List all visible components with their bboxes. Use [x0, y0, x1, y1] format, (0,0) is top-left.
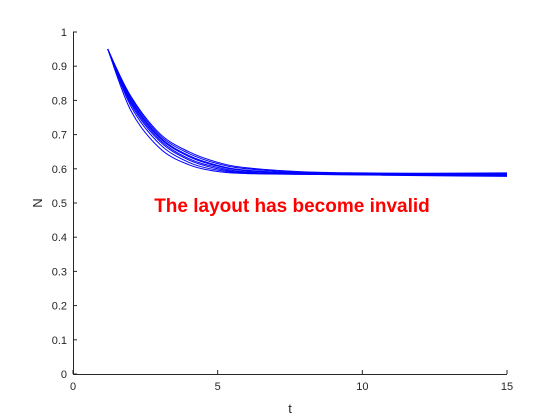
- y-tick-label: 0: [61, 369, 67, 381]
- series-line-7: [107, 48, 508, 175]
- x-tick-label: 0: [70, 381, 76, 393]
- series-line-6: [107, 48, 508, 176]
- x-tick-label: 5: [215, 381, 221, 393]
- x-tick-label: 15: [501, 381, 513, 393]
- series-line-8: [107, 48, 508, 174]
- y-tick-label: 0.5: [52, 198, 67, 210]
- y-tick-label: 0.2: [52, 301, 67, 313]
- y-tick-label: 0.1: [52, 335, 67, 347]
- x-ticks: 0 5 10 15: [70, 370, 513, 393]
- x-axis-label: t: [288, 401, 292, 416]
- y-axis-label: N: [30, 198, 45, 207]
- series-line-2: [107, 48, 508, 175]
- y-tick-label: 0.8: [52, 95, 67, 107]
- y-tick-label: 0.3: [52, 266, 67, 278]
- x-tick-label: 10: [356, 381, 368, 393]
- annotation-text: The layout has become invalid: [154, 196, 430, 217]
- y-ticks: 0 0.1 0.2 0.3 0.4 0.5 0.6 0.7 0.8 0.9 1: [52, 27, 77, 381]
- y-tick-label: 0.7: [52, 130, 67, 142]
- y-tick-label: 0.9: [52, 61, 67, 73]
- y-tick-label: 0.4: [52, 232, 67, 244]
- series-line-1: [107, 48, 508, 176]
- series-line-4: [107, 48, 508, 177]
- y-tick-label: 1: [61, 27, 67, 39]
- series-lines: [107, 48, 508, 177]
- y-tick-label: 0.6: [52, 164, 67, 176]
- series-line-3: [107, 48, 508, 177]
